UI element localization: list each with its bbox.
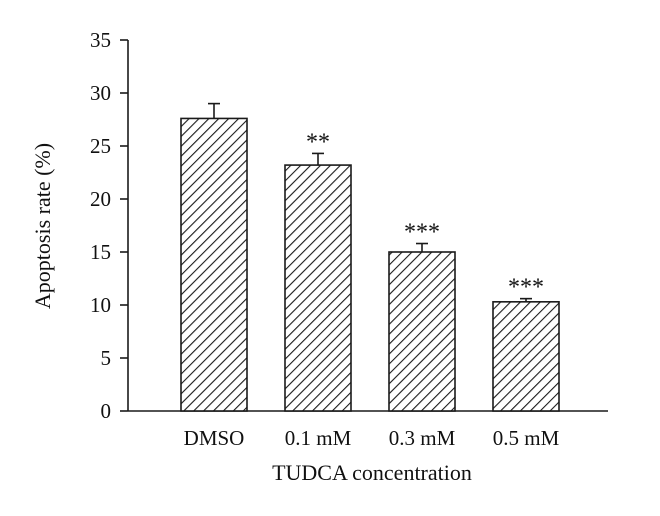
x-tick-label-1: 0.1 mM: [285, 426, 352, 450]
y-tick-label: 20: [90, 187, 111, 211]
significance-label-2: ***: [404, 220, 440, 246]
labels: TUDCA concentration Apoptosis rate (%): [30, 143, 472, 485]
bars: ********: [180, 102, 560, 412]
significance-label-3: ***: [508, 275, 544, 301]
bar-3: [492, 301, 560, 412]
y-tick-label: 15: [90, 240, 111, 264]
x-tick-label-0: DMSO: [184, 426, 245, 450]
y-axis-title: Apoptosis rate (%): [30, 143, 55, 309]
y-tick-label: 30: [90, 81, 111, 105]
x-axis-title: TUDCA concentration: [272, 460, 472, 485]
y-tick-label: 35: [90, 28, 111, 52]
y-tick-label: 25: [90, 134, 111, 158]
axes: 0 5 10 15 20 25 30 35 DMSO 0.1 mM 0.3 mM 0.5 mM: [90, 28, 608, 450]
bar-0: [180, 117, 248, 412]
bar-2: [388, 251, 456, 412]
x-tick-label-3: 0.5 mM: [493, 426, 560, 450]
y-tick-label: 0: [101, 399, 112, 423]
y-tick-label: 5: [101, 346, 112, 370]
x-tick-label-2: 0.3 mM: [389, 426, 456, 450]
y-tick-label: 10: [90, 293, 111, 317]
significance-label-1: **: [306, 129, 330, 155]
bar-1: [284, 164, 352, 412]
